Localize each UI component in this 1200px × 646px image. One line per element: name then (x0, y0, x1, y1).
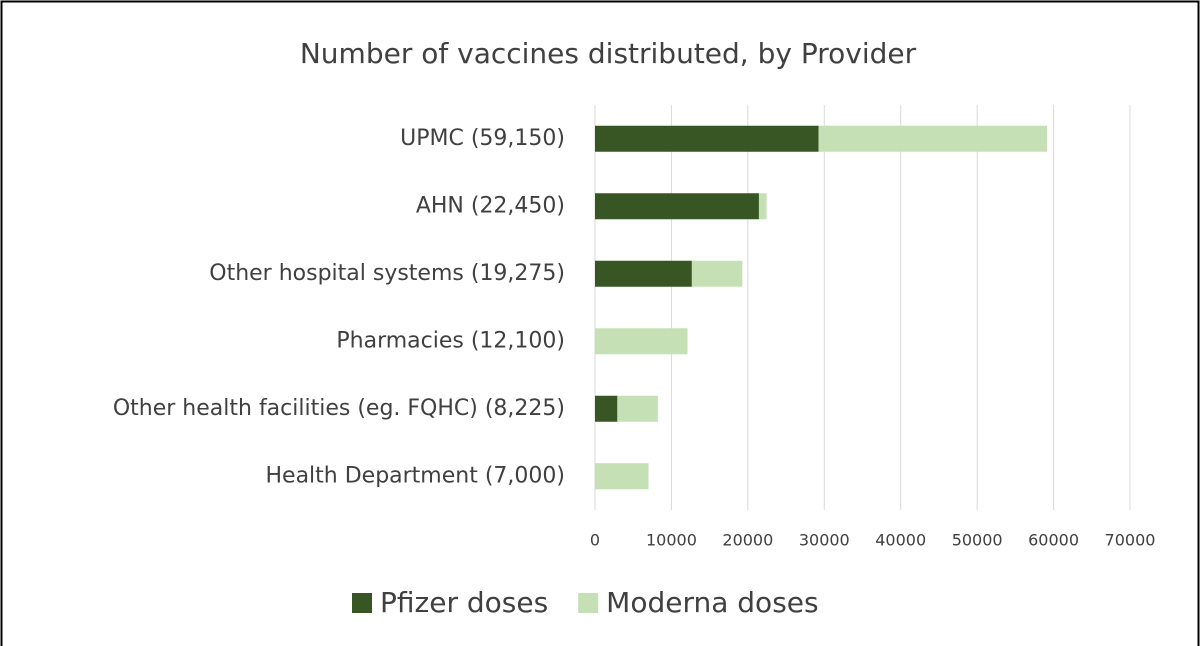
y-tick-label: UPMC (59,150) (400, 126, 565, 151)
legend-swatch (352, 593, 372, 613)
bar-segment (595, 260, 692, 287)
y-tick-label: Pharmacies (12,100) (336, 328, 565, 353)
x-tick-label: 50000 (952, 531, 1003, 550)
x-tick-label: 10000 (646, 531, 697, 550)
x-tick-label: 30000 (799, 531, 850, 550)
bar-segment (595, 328, 688, 355)
x-tick-label: 70000 (1105, 531, 1156, 550)
y-tick-label: Health Department (7,000) (265, 463, 565, 488)
bar-segment (595, 395, 618, 422)
x-tick-label: 0 (590, 531, 600, 550)
bar-segment (595, 193, 759, 220)
chart-title: Number of vaccines distributed, by Provi… (300, 37, 917, 70)
y-tick-label: Other health facilities (eg. FQHC) (8,22… (113, 396, 565, 421)
x-tick-label: 40000 (875, 531, 926, 550)
bar-segment (595, 463, 649, 490)
bar-segment (595, 125, 819, 152)
y-tick-label: Other hospital systems (19,275) (209, 261, 565, 286)
x-tick-label: 20000 (722, 531, 773, 550)
bar-segment (758, 193, 767, 220)
legend-swatch (578, 593, 599, 613)
legend-label: Pfizer doses (380, 586, 548, 619)
bar-segment (691, 260, 743, 287)
y-tick-label: AHN (22,450) (416, 193, 565, 218)
x-tick-label: 60000 (1028, 531, 1079, 550)
bar-segment (617, 395, 658, 422)
bar-segment (818, 125, 1048, 152)
legend-label: Moderna doses (606, 586, 818, 619)
